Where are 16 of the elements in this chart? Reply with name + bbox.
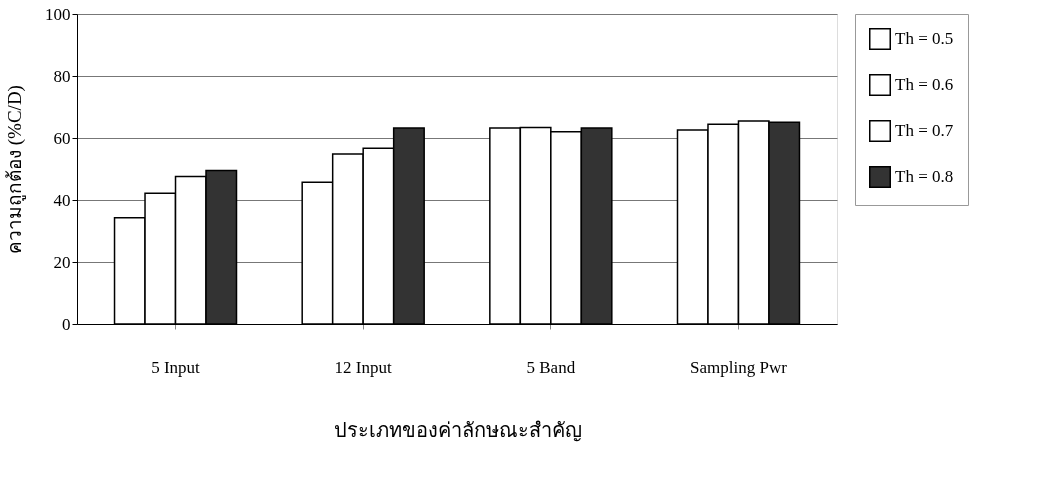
y-tick-label: 60 — [53, 128, 71, 148]
y-tick-label: 40 — [53, 190, 71, 210]
x-axis-title: ประเภทของค่าลักษณะสำคัญ — [333, 418, 582, 442]
x-tick-label: 5 Input — [151, 357, 201, 377]
legend-label: Th = 0.5 — [895, 29, 954, 48]
legend-label: Th = 0.7 — [895, 121, 954, 140]
y-tick-label: 20 — [53, 252, 71, 272]
y-tick-label: 80 — [53, 66, 71, 86]
legend-label: Th = 0.6 — [895, 75, 954, 94]
y-tick-label: 0 — [62, 314, 71, 334]
legend-label: Th = 0.8 — [895, 167, 954, 186]
x-tick-label: 12 Input — [334, 357, 393, 377]
x-tick-label: 5 Band — [526, 357, 576, 377]
x-tick-label: Sampling Pwr — [690, 357, 788, 377]
y-axis-title: ความถูกต้อง (%C/D) — [4, 85, 26, 254]
y-tick-label: 100 — [45, 4, 71, 24]
